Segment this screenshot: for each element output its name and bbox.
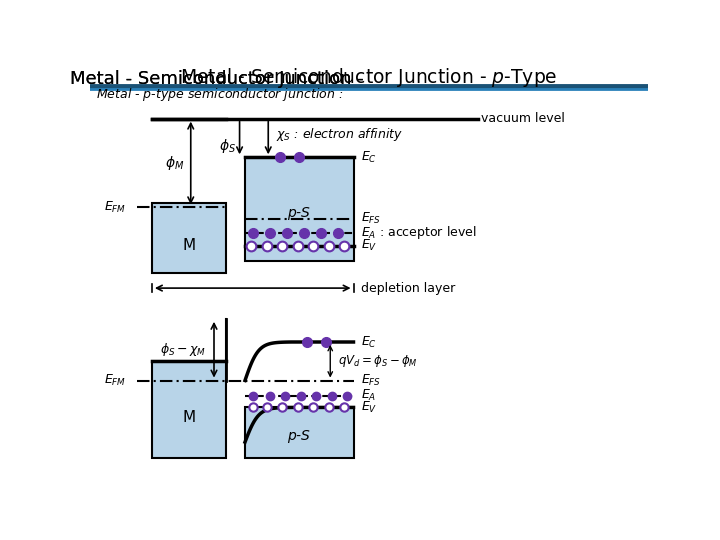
- Text: $E_{FM}$: $E_{FM}$: [104, 200, 126, 215]
- Text: $E_V$: $E_V$: [361, 400, 378, 415]
- Bar: [245, 408, 354, 457]
- Text: $E_{FS}$: $E_{FS}$: [361, 211, 382, 226]
- Text: $\chi_S$ : electron affinity: $\chi_S$ : electron affinity: [276, 126, 403, 143]
- Text: Metal - Semiconductor Junction -: Metal - Semiconductor Junction -: [70, 70, 369, 87]
- Text: $E_{FS}$: $E_{FS}$: [361, 373, 382, 388]
- Text: M: M: [182, 238, 195, 253]
- Text: $E_V$: $E_V$: [361, 238, 378, 253]
- Text: Metal - $p$-type semiconductor junction :: Metal - $p$-type semiconductor junction …: [96, 85, 343, 103]
- Bar: [152, 361, 225, 457]
- Text: $\phi_S$: $\phi_S$: [219, 137, 235, 154]
- Text: vacuum level: vacuum level: [482, 112, 565, 125]
- Text: $p$-S: $p$-S: [287, 205, 311, 221]
- Text: $E_A$: $E_A$: [361, 388, 377, 403]
- Bar: [152, 204, 225, 273]
- Text: Metal - Semiconductor Junction -: Metal - Semiconductor Junction -: [70, 70, 369, 87]
- Text: $E_{FM}$: $E_{FM}$: [104, 373, 126, 388]
- Text: $\phi_S - \chi_M$: $\phi_S - \chi_M$: [160, 341, 206, 358]
- Bar: [245, 157, 354, 261]
- Text: Metal - Semiconductor Junction - $p$-Type: Metal - Semiconductor Junction - $p$-Typ…: [180, 66, 558, 89]
- Text: depletion layer: depletion layer: [361, 281, 456, 295]
- Text: $E_A$ : acceptor level: $E_A$ : acceptor level: [361, 224, 477, 241]
- Text: $E_C$: $E_C$: [361, 150, 377, 165]
- Text: $E_C$: $E_C$: [361, 334, 377, 349]
- Text: M: M: [182, 409, 195, 424]
- Text: $p$-S: $p$-S: [287, 428, 311, 445]
- Text: $\phi_M$: $\phi_M$: [166, 154, 184, 172]
- Text: $qV_d = \phi_S - \phi_M$: $qV_d = \phi_S - \phi_M$: [338, 353, 418, 369]
